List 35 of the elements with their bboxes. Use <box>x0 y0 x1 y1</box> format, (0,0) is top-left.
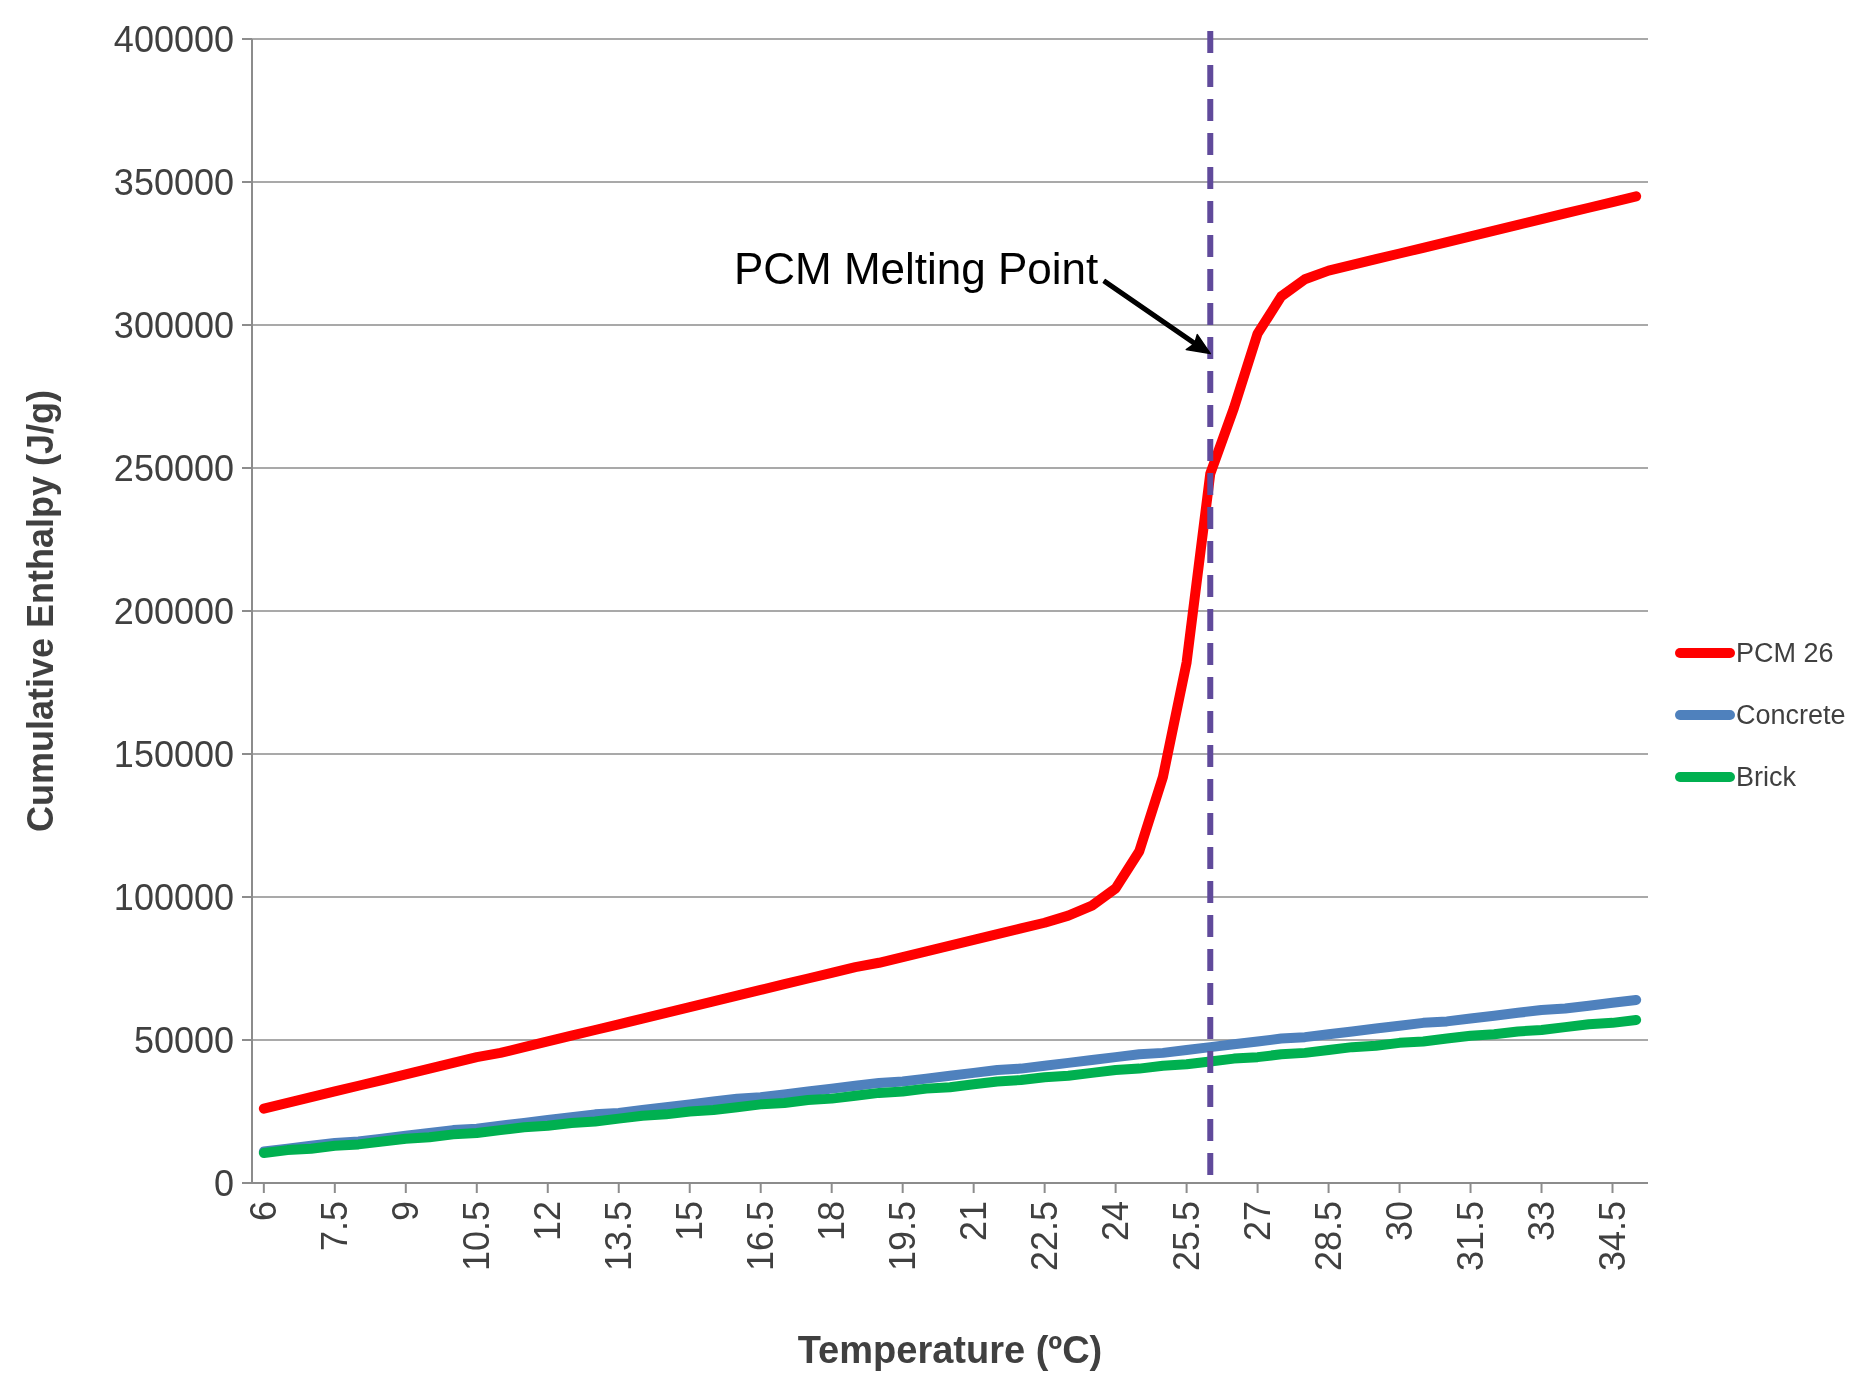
y-tick-label: 100000 <box>113 876 234 918</box>
y-tick-label: 400000 <box>113 18 234 60</box>
x-tick-label: 24 <box>1095 1201 1137 1242</box>
y-axis-title: Cumulative Enthalpy (J/g) <box>20 389 61 833</box>
x-tick-label: 22.5 <box>1024 1201 1066 1272</box>
legend-label: Concrete <box>1736 700 1846 731</box>
y-tick-label: 0 <box>213 1162 234 1204</box>
x-tick-label: 7.5 <box>314 1201 356 1252</box>
x-tick-label: 28.5 <box>1308 1201 1350 1272</box>
x-tick-label: 10.5 <box>456 1201 498 1272</box>
annotation: PCM Melting Point <box>733 243 1099 293</box>
x-tick-label: 33 <box>1521 1201 1563 1242</box>
y-tick-label: 300000 <box>113 304 234 346</box>
x-tick-label: 18 <box>811 1201 853 1242</box>
x-tick-label: 30 <box>1379 1201 1421 1242</box>
x-tick-label: 13.5 <box>598 1201 640 1272</box>
x-tick-label: 9 <box>385 1201 427 1222</box>
y-tick-label: 200000 <box>113 590 234 632</box>
y-tick-label: 250000 <box>113 447 234 489</box>
legend-label: Brick <box>1736 762 1797 793</box>
legend-label: PCM 26 <box>1736 638 1834 669</box>
y-tick-label: 50000 <box>133 1019 234 1061</box>
y-tick-label: 350000 <box>113 161 234 203</box>
x-tick-label: 25.5 <box>1166 1201 1208 1272</box>
y-tick-label: 150000 <box>113 733 234 775</box>
x-axis-title: Temperature (ºC) <box>797 1329 1103 1371</box>
x-tick-label: 31.5 <box>1450 1201 1492 1272</box>
x-tick-label: 6 <box>243 1201 285 1222</box>
x-tick-label: 27 <box>1237 1201 1279 1242</box>
x-tick-label: 19.5 <box>882 1201 924 1272</box>
x-tick-label: 21 <box>953 1201 995 1242</box>
x-tick-label: 16.5 <box>740 1201 782 1272</box>
x-tick-label: 15 <box>669 1201 711 1242</box>
x-tick-label: 12 <box>527 1201 569 1242</box>
x-tick-label: 34.5 <box>1592 1201 1634 1272</box>
